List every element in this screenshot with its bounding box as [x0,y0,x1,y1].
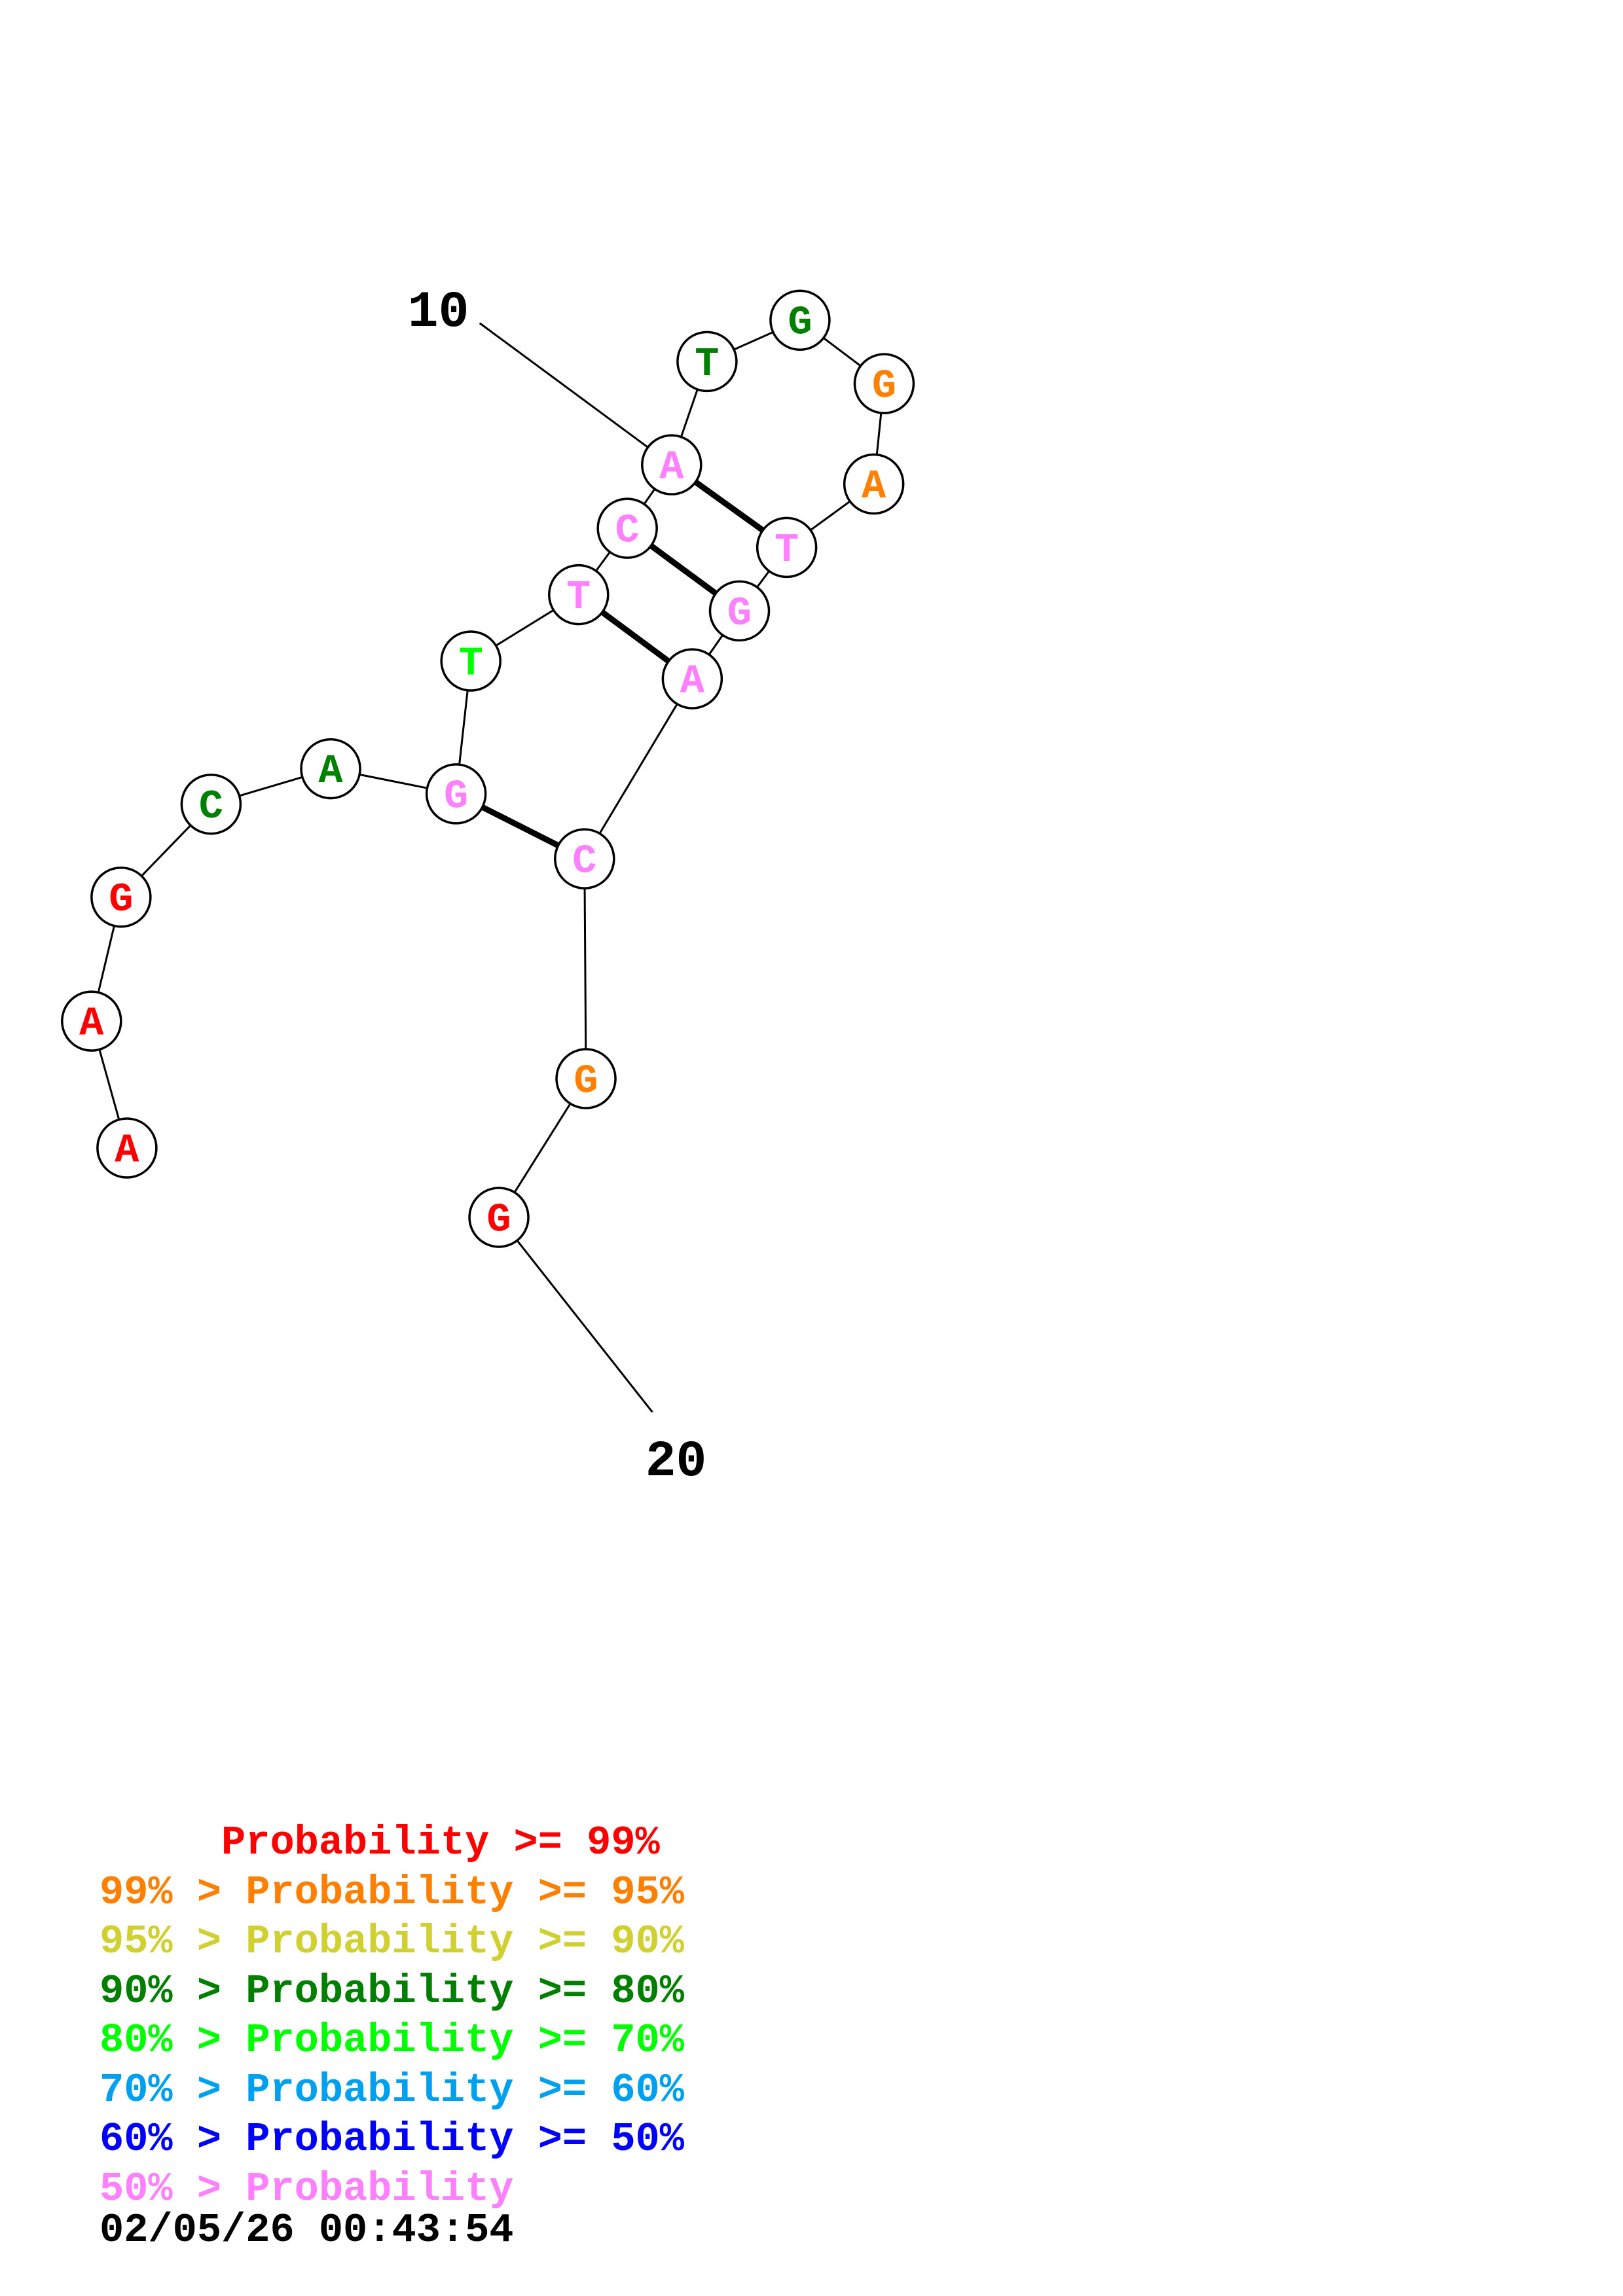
nucleotide-circle [843,453,905,515]
nucleotide-circle [641,434,702,495]
nucleotide-base: G [444,773,468,819]
nucleotide-7: T [440,630,501,692]
nucleotide-base: A [79,1001,104,1047]
nucleotide-circle [596,497,658,559]
backbone-link [583,678,693,859]
legend-entry: 95% > Probability >= 90% [100,1918,684,1965]
nucleotide-9: C [596,497,658,559]
legend-entry: 99% > Probability >= 95% [100,1869,684,1916]
nucleotide-circle [548,564,610,626]
legend-entry: 60% > Probability >= 50% [100,2116,684,2162]
nucleotide-10: A [641,434,702,495]
nucleotide-8: T [548,564,610,626]
nucleotide-circle [554,828,615,889]
nucleotide-base: T [459,641,483,687]
nucleotide-circle [468,1187,530,1248]
position-markers: 10 20 [408,284,707,1491]
nucleotide-15: T [756,516,818,579]
nucleotide-base: A [862,463,886,510]
nucleotide-circle [661,648,723,709]
nucleotide-circle [96,1117,158,1179]
nucleotide-base: G [872,363,896,410]
nucleotide-1: A [96,1117,158,1179]
nucleotide-base: A [680,658,705,705]
nucleotide-base: G [727,590,752,637]
nucleotide-base: G [574,1058,598,1105]
nucleotide-base: C [615,508,640,554]
nucleotide-base: A [115,1128,139,1174]
nucleotide-base: G [109,876,133,923]
nucleotide-4: C [180,773,242,835]
backbone-link [583,859,587,1079]
nucleotide-11: T [676,331,738,393]
nucleotide-circle [440,630,501,692]
timestamp: 02/05/26 00:43:54 [100,2207,514,2253]
nucleotide-circle [90,866,152,928]
nucleotide-3: G [90,866,152,928]
nucleotide-circle [676,331,738,393]
nucleotide-circle [180,773,242,835]
nucleotide-19: G [555,1048,617,1109]
nucleotide-base: T [566,574,591,620]
nucleotide-base: G [486,1196,511,1243]
nucleotide-20: G [468,1187,530,1248]
base-pair-6-18 [481,804,560,848]
marker-leader-20 [516,1240,653,1413]
nucleotide-18: C [554,828,615,889]
nucleotide-circle [425,763,487,825]
nucleotide-base: C [572,838,596,885]
nucleotide-base: A [318,748,343,795]
base-pair-8-17 [600,609,670,664]
nucleotide-16: G [708,580,771,642]
nucleotide-circle [300,738,361,800]
legend-entry: 80% > Probability >= 70% [100,2017,684,2064]
nucleotide-13: G [853,353,915,414]
position-marker-10: 10 [408,284,469,342]
nucleotide-base: T [775,527,799,573]
nucleotide-circle [555,1048,617,1109]
legend-entry: 90% > Probability >= 80% [100,1967,684,2015]
nucleotide-base: C [199,783,223,830]
nucleotide-circle [708,580,771,642]
nucleotide-circle [61,990,122,1052]
nucleotide-6: G [425,763,487,825]
base-pair-10-15 [693,479,765,533]
nucleotide-base: G [788,300,812,346]
legend-entry: 50% > Probability [100,2165,514,2212]
probability-legend: Probability >= 99% 99% > Probability >= 9… [100,1818,684,2214]
base-pair-9-16 [649,543,718,596]
nucleotide-circle [853,353,915,414]
base-pair-bonds [481,479,765,848]
position-marker-20: 20 [646,1433,707,1491]
legend-entry: 70% > Probability >= 60% [100,2066,684,2113]
nucleotide-2: A [61,990,122,1052]
nucleotide-circle [756,516,818,579]
nucleotide-5: A [300,738,361,800]
nucleotide-14: A [843,453,905,515]
nucleotide-circle [769,289,831,351]
marker-leader-10 [479,322,649,448]
nucleotide-base: A [659,444,684,491]
nucleotide-base: T [695,341,719,387]
nucleotide-12: G [769,289,831,351]
nucleotide-17: A [661,648,723,709]
legend-entry: Probability >= 99% [100,1820,660,1866]
backbone-lines [90,319,885,1218]
